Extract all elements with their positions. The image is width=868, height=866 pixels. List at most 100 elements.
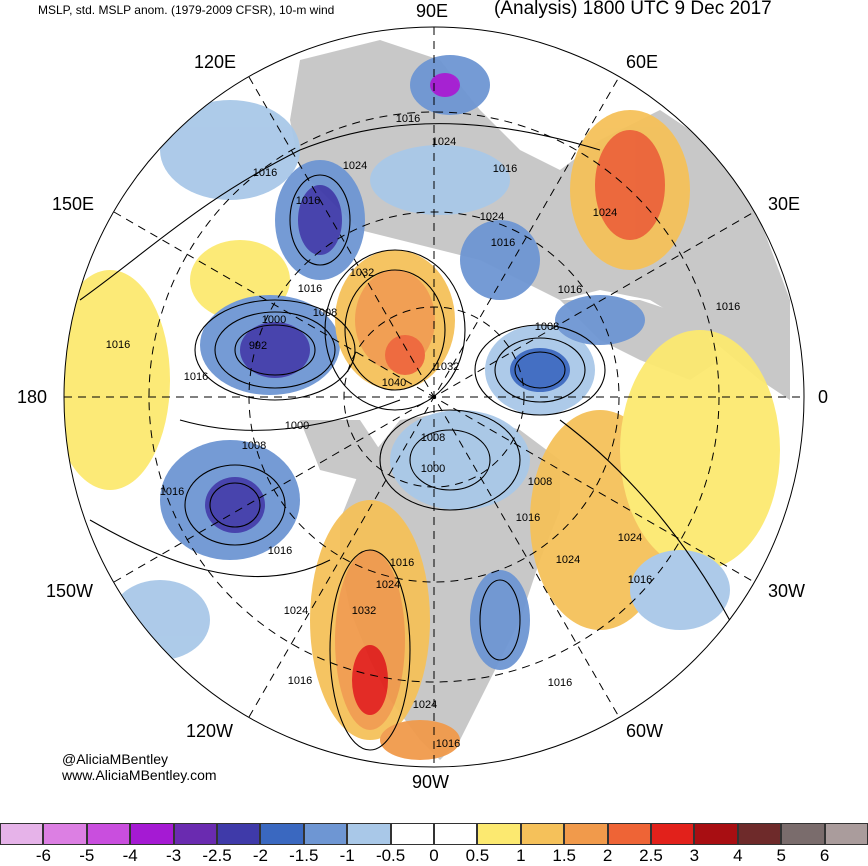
colorbar-tick-label: 2.5 [639, 846, 663, 865]
colorbar-swatch [434, 823, 478, 845]
isobar-label: 1008 [313, 307, 337, 319]
colorbar-tick-label: -4 [122, 846, 138, 865]
colorbar-swatch [347, 823, 391, 845]
lon-label-150e: 150E [52, 194, 95, 214]
isobar-label: 1016 [491, 237, 515, 249]
credit-handle: @AliciaMBentley [62, 751, 169, 767]
colorbar-tick-label: 5 [776, 846, 786, 865]
isobar-label: 1016 [516, 512, 540, 524]
lon-label-120w: 120W [186, 721, 234, 741]
lon-label-120e: 120E [194, 52, 237, 72]
colorbar-tick-label: 0.5 [465, 846, 490, 865]
isobar-label: 1024 [480, 211, 504, 223]
lon-label-30e: 30E [768, 194, 801, 214]
isobar-label: 1016 [184, 371, 208, 383]
colorbar-tick-label: -3 [166, 846, 182, 865]
isobar-label: 1016 [390, 557, 414, 569]
lon-label-180: 180 [17, 387, 48, 407]
colorbar-swatch [651, 823, 695, 845]
colorbar-tick-label: -5 [79, 846, 95, 865]
isobar-label: 1040 [382, 377, 406, 389]
colorbar-tick-label: 6 [819, 846, 830, 865]
isobar-label: 1008 [421, 432, 445, 444]
isobar-label: 1000 [421, 463, 445, 475]
lon-label-90w: 90W [412, 772, 450, 792]
colorbar-tick-label: -1 [339, 846, 355, 865]
colorbar-tick-label: -1.5 [289, 846, 319, 865]
isobar-label: 992 [249, 340, 267, 352]
colorbar-tick-label: 4 [733, 846, 743, 865]
colorbar-tick-label: 1 [516, 846, 526, 865]
isobar-label: 1024 [618, 532, 642, 544]
isobar-label: 1000 [285, 420, 309, 432]
isobar-label: 1032 [350, 267, 374, 279]
graticule [64, 27, 804, 767]
isobar-label: 1024 [376, 579, 400, 591]
lon-label-30w: 30W [768, 581, 806, 601]
isobar-label: 1016 [628, 574, 652, 586]
lon-label-90e: 90E [416, 1, 449, 21]
map-disc-border [63, 26, 805, 768]
isobar-label: 1032 [435, 361, 459, 373]
colorbar-swatch [390, 823, 434, 845]
lon-label-150w: 150W [46, 581, 94, 601]
isobar-label: 1016 [558, 284, 582, 296]
isobar-label: 1016 [160, 486, 184, 498]
isobar-label: 1000 [262, 314, 286, 326]
map-title: MSLP, std. MSLP anom. (1979-2009 CFSR), … [38, 3, 335, 17]
isobar-label: 1024 [593, 207, 617, 219]
colorbar-swatch [86, 823, 131, 845]
isobar-label: 1016 [288, 675, 312, 687]
isobar-label: 1016 [106, 339, 130, 351]
colorbar-swatch [737, 823, 782, 845]
colorbar-swatch [694, 823, 738, 845]
isobar-value-labels: 1016 1024 1016 1024 1016 1024 1024 1016 … [106, 113, 740, 750]
isobar-label: 1024 [556, 554, 580, 566]
lon-label-60e: 60E [626, 52, 659, 72]
colorbar-tick-label: -2 [252, 846, 268, 865]
map-content [64, 27, 804, 767]
colorbar-tick-label: 3 [689, 846, 700, 865]
isobar-label: 1016 [298, 283, 322, 295]
isobar-label: 1016 [548, 677, 572, 689]
isobar-label: 1008 [528, 476, 552, 488]
colorbar-swatch [607, 823, 651, 845]
colorbar-swatch [303, 823, 348, 845]
colorbar-swatch [130, 823, 174, 845]
colorbar-swatch [43, 823, 87, 845]
isobar-label: 1024 [432, 136, 456, 148]
isobar-label: 1024 [284, 605, 308, 617]
colorbar-swatch [520, 823, 565, 845]
colorbar-swatch [781, 823, 825, 845]
isobar-label: 1032 [352, 605, 376, 617]
colorbar-swatch [824, 823, 868, 845]
colorbar-swatch [0, 823, 44, 845]
isobar-contours [79, 123, 741, 751]
isobar-label: 1008 [535, 321, 559, 333]
credit-website: www.AliciaMBentley.com [62, 767, 217, 783]
colorbar-tick-label: 0 [429, 846, 439, 865]
isobar-label: 1016 [296, 195, 320, 207]
colorbar-tick-label: 1.5 [552, 846, 577, 865]
isobar-label: 1016 [436, 738, 460, 750]
colorbar-swatch [173, 823, 217, 845]
colorbar-tick-label: -0.5 [375, 846, 406, 865]
isobar-label: 1016 [493, 163, 517, 175]
colorbar-swatch [564, 823, 608, 845]
isobar-label: 1024 [413, 699, 437, 711]
lon-label-60w: 60W [626, 721, 664, 741]
colorbar-tick-label: 2 [602, 846, 613, 865]
isobar-label: 1016 [253, 167, 277, 179]
anomaly-colorbar [0, 823, 868, 845]
isobar-label: 1016 [396, 113, 420, 125]
isobar-label: 1016 [268, 545, 292, 557]
colorbar-swatch [260, 823, 304, 845]
isobar-label: 1008 [242, 440, 266, 452]
colorbar-tick-label: -2.5 [202, 846, 232, 865]
isobar-label: 1016 [716, 301, 740, 313]
isobar-label: 1024 [343, 160, 367, 172]
colorbar-swatch [477, 823, 521, 845]
colorbar-swatch [217, 823, 261, 845]
colorbar-tick-label: -6 [35, 846, 51, 865]
